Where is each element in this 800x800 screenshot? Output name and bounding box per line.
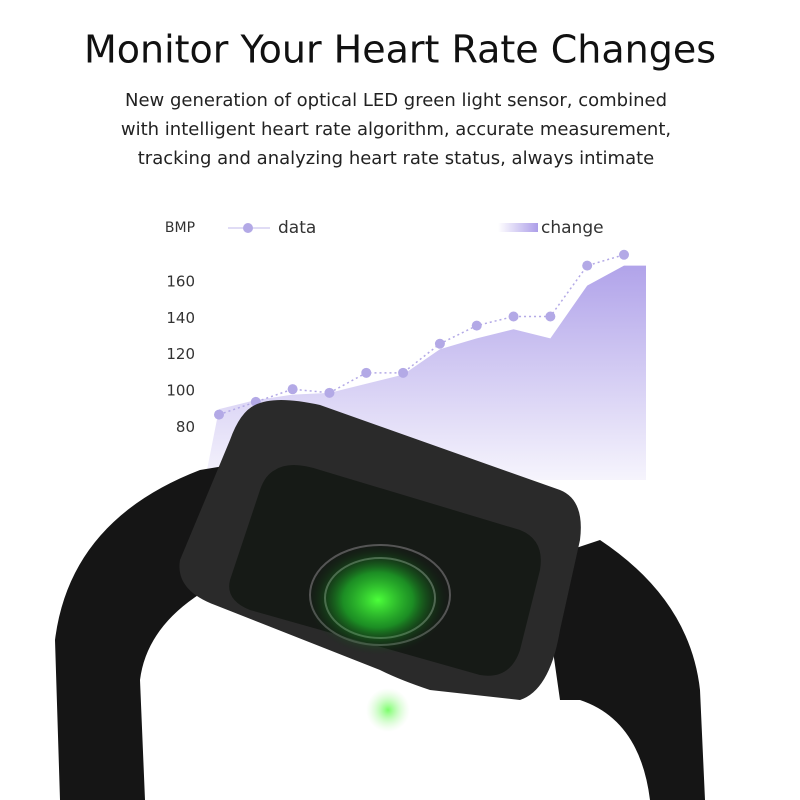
data-point <box>619 249 629 260</box>
data-point <box>582 260 593 271</box>
y-tick-label: 140 <box>166 309 195 327</box>
legend-dot <box>243 223 253 233</box>
data-point <box>508 311 519 322</box>
data-line <box>218 254 625 416</box>
legend-label: data <box>278 218 316 238</box>
data-point <box>471 320 482 331</box>
subtitle-line: New generation of optical LED green ligh… <box>125 90 667 111</box>
light-glow <box>366 688 410 732</box>
y-tick-label: 120 <box>166 345 195 363</box>
sensor-glow <box>308 545 448 655</box>
subtitle-line: with intelligent heart rate algorithm, a… <box>121 119 671 140</box>
data-point <box>361 367 372 378</box>
watch <box>55 400 705 800</box>
data-point <box>324 387 335 398</box>
strap-right <box>540 540 705 800</box>
y-tick-label: 100 <box>166 382 195 400</box>
data-point <box>545 311 556 322</box>
data-point <box>398 367 409 378</box>
data-point <box>434 338 445 349</box>
data-point <box>287 384 298 395</box>
data-point <box>214 409 224 420</box>
legend-label: change <box>541 218 604 238</box>
y-axis-label: BMP <box>165 220 195 236</box>
legend-swatch <box>498 223 538 232</box>
title: Monitor Your Heart Rate Changes <box>84 28 716 72</box>
subtitle-line: tracking and analyzing heart rate status… <box>138 148 655 169</box>
y-tick-label: 80 <box>176 418 195 436</box>
y-tick-label: 160 <box>166 273 195 291</box>
